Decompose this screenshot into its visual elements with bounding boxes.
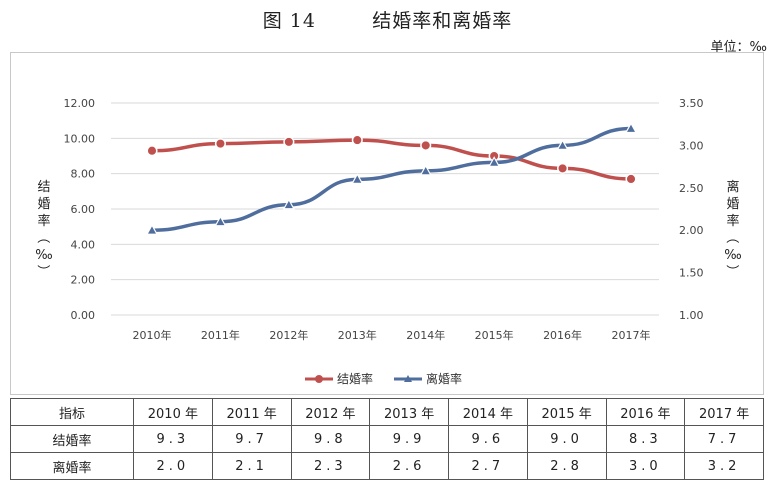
y-left-tick-label: 8.00 — [71, 168, 96, 181]
y-left-tick-label: 12.00 — [64, 97, 96, 110]
table-header-cell: 2012 年 — [290, 398, 371, 426]
y-right-axis-label: ） — [724, 264, 739, 277]
legend-marker — [315, 375, 323, 383]
table-cell: 8.3 — [605, 425, 686, 453]
table-header-cell: 2016 年 — [605, 398, 686, 426]
table-cell: 9.7 — [211, 425, 292, 453]
table-cell: 2.7 — [448, 452, 528, 480]
table-cell: 7.7 — [684, 425, 764, 453]
divorce-point — [282, 198, 295, 210]
divorce-point — [624, 122, 638, 134]
y-right-tick-label: 2.50 — [679, 182, 704, 195]
divorce-point — [145, 223, 159, 235]
table-header-row: 指标 2010 年 2011 年 2012 年 2013 年 2014 年 20… — [10, 398, 764, 426]
table-cell: 2.6 — [369, 452, 449, 480]
table-cell: 9.3 — [133, 425, 213, 453]
y-right-tick-label: 3.00 — [679, 139, 704, 152]
table-row-label: 离婚率 — [10, 452, 134, 480]
x-tick-label: 2014年 — [406, 328, 445, 342]
marriage-point — [214, 138, 226, 150]
y-right-tick-label: 1.00 — [679, 309, 704, 322]
table-cell: 9.0 — [526, 425, 607, 453]
marriage-point — [557, 162, 569, 174]
table-header-cell: 2013 年 — [369, 398, 449, 426]
table-cell: 2.8 — [526, 452, 607, 480]
x-tick-label: 2015年 — [475, 328, 514, 342]
y-right-axis-label: （ — [724, 230, 739, 243]
chart-svg: 0.00 2.00 4.00 6.00 8.00 10.00 12.00 1.00 1.50 2.… — [35, 97, 742, 386]
series-line-divorce — [150, 126, 633, 232]
marriage-point — [146, 145, 158, 157]
x-tick-label: 2016年 — [543, 328, 582, 342]
y-right-axis-label: ‰ — [724, 248, 741, 263]
table-header-cell: 2014 年 — [448, 398, 528, 426]
legend-label: 离婚率 — [426, 371, 462, 386]
marriage-point — [283, 136, 295, 148]
y-right-axis-label: 离 — [726, 179, 739, 195]
y-left-tick-label: 10.00 — [64, 132, 96, 145]
y-left-tick-label: 4.00 — [71, 238, 96, 251]
marriage-point — [351, 134, 363, 146]
table-row: 结婚率 9.3 9.7 9.8 9.9 9.6 9.0 8.3 7.7 — [10, 425, 764, 453]
divorce-point — [488, 156, 501, 167]
y-right-tick-label: 3.50 — [679, 97, 704, 110]
y-left-axis-label: ‰ — [35, 248, 52, 263]
series-line-marriage — [150, 138, 633, 181]
table-cell: 9.9 — [369, 425, 449, 453]
table-header-cell: 2010 年 — [133, 398, 213, 426]
x-tick-label: 2013年 — [338, 328, 377, 342]
data-table: 指标 2010 年 2011 年 2012 年 2013 年 2014 年 20… — [10, 398, 764, 480]
y-left-tick-label: 0.00 — [71, 309, 96, 322]
x-tick-label: 2011年 — [201, 328, 240, 342]
unit-label: 单位：‰ — [710, 40, 767, 55]
legend-marker — [404, 375, 412, 382]
x-tick-label: 2010年 — [133, 328, 172, 342]
figure-title: 图 14 结婚率和离婚率 — [262, 10, 513, 32]
table-cell: 9.8 — [290, 425, 371, 453]
table-cell: 3.2 — [684, 452, 764, 480]
y-left-axis-label: 婚 — [37, 197, 50, 212]
table-cell: 2.0 — [133, 452, 213, 480]
y-left-axis-label: 率 — [37, 213, 50, 229]
table-cell: 2.1 — [211, 452, 292, 480]
y-left-tick-label: 6.00 — [71, 203, 96, 216]
y-left-axis-label: ） — [35, 264, 50, 277]
y-right-axis-label: 婚 — [726, 197, 739, 212]
table-header-cell: 2011 年 — [211, 398, 292, 426]
y-right-tick-label: 1.50 — [679, 267, 704, 280]
legend-label: 结婚率 — [337, 371, 373, 386]
marriage-point — [625, 173, 637, 185]
x-tick-label: 2012年 — [269, 328, 308, 342]
table-header-cell: 2017 年 — [684, 398, 764, 426]
divorce-point — [419, 164, 432, 176]
marriage-point — [420, 139, 432, 151]
y-right-axis-label: 率 — [726, 213, 739, 229]
table-row: 离婚率 2.0 2.1 2.3 2.6 2.7 2.8 3.0 3.2 — [10, 452, 764, 480]
divorce-point — [214, 215, 227, 227]
x-tick-label: 2017年 — [612, 328, 651, 342]
y-left-axis-label: （ — [35, 230, 50, 243]
y-left-axis-label: 结 — [37, 180, 50, 195]
y-right-tick-label: 2.00 — [679, 224, 704, 237]
table-cell: 9.6 — [448, 425, 528, 453]
divorce-point — [351, 173, 364, 184]
table-header-cell: 指标 — [10, 398, 134, 426]
chart-frame: 0.00 2.00 4.00 6.00 8.00 10.00 12.00 1.00 1.50 2.… — [10, 52, 764, 395]
table-cell: 2.3 — [290, 452, 371, 480]
table-cell: 3.0 — [605, 452, 686, 480]
divorce-point — [556, 139, 569, 151]
table-row-label: 结婚率 — [10, 425, 134, 453]
y-left-tick-label: 2.00 — [71, 274, 96, 287]
table-header-cell: 2015 年 — [526, 398, 607, 426]
